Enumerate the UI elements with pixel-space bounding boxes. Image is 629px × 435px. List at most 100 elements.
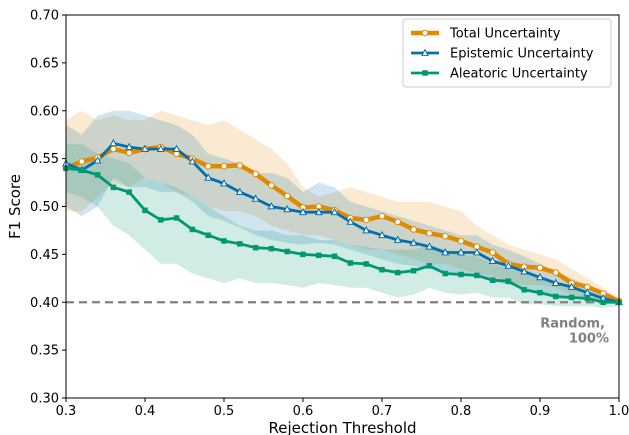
legend-marker-2 (422, 70, 428, 76)
x-axis-label: Rejection Threshold (268, 419, 416, 435)
x-tick-label: 0.4 (135, 404, 156, 419)
marker-series-0 (394, 218, 402, 226)
marker-series-0 (283, 192, 291, 200)
marker-series-2 (395, 269, 401, 276)
y-tick-label: 0.40 (30, 296, 59, 311)
marker-series-1 (362, 225, 371, 234)
marker-series-1 (156, 144, 165, 152)
marker-series-1 (520, 267, 529, 275)
marker-series-0 (268, 182, 275, 189)
marker-series-0 (220, 162, 228, 170)
marker-series-0 (78, 158, 86, 165)
marker-series-1 (425, 242, 434, 250)
y-tick-label: 0.35 (30, 344, 59, 359)
marker-series-2 (347, 260, 354, 266)
marker-series-2 (442, 270, 448, 277)
marker-series-1 (378, 230, 386, 239)
marker-series-0 (378, 212, 386, 220)
marker-series-2 (568, 294, 575, 301)
marker-series-0 (362, 216, 370, 224)
marker-series-2 (600, 299, 606, 305)
marker-series-1 (330, 207, 339, 216)
y-tick-label: 0.50 (30, 200, 59, 215)
marker-series-0 (552, 269, 560, 276)
marker-series-1 (409, 238, 418, 246)
marker-series-1 (457, 247, 465, 256)
marker-series-1 (220, 179, 228, 187)
x-tick-label: 0.5 (214, 404, 235, 419)
marker-series-1 (504, 261, 513, 269)
marker-series-1 (235, 187, 244, 196)
marker-series-2 (521, 287, 527, 293)
y-axis-label: F1 Score (6, 174, 24, 239)
marker-series-2 (410, 267, 417, 274)
y-tick-label: 0.45 (30, 248, 59, 263)
y-tick-label: 0.55 (30, 152, 59, 167)
marker-series-2 (205, 232, 211, 238)
marker-series-2 (126, 189, 132, 195)
x-tick-label: 1.0 (609, 404, 629, 419)
legend-label-1: Epistemic Uncertainty (450, 47, 594, 62)
marker-series-1 (109, 138, 118, 147)
marker-series-1 (93, 156, 102, 164)
marker-series-1 (141, 144, 149, 152)
marker-series-1 (536, 272, 544, 281)
marker-series-1 (583, 288, 592, 296)
marker-series-2 (363, 261, 369, 267)
series-markers (62, 138, 623, 306)
marker-series-1 (488, 256, 497, 264)
marker-series-1 (267, 202, 276, 210)
marker-series-0 (441, 232, 449, 240)
marker-series-0 (236, 162, 244, 169)
marker-series-1 (567, 282, 576, 290)
x-tick-label: 0.3 (56, 404, 77, 419)
marker-series-2 (537, 289, 543, 296)
marker-series-1 (283, 204, 292, 213)
marker-series-1 (172, 144, 181, 152)
marker-series-2 (458, 271, 464, 278)
y-tick-label: 0.30 (30, 392, 59, 407)
marker-series-2 (474, 272, 480, 279)
marker-series-2 (300, 251, 306, 258)
legend-marker-0 (421, 29, 429, 37)
marker-series-2 (110, 184, 117, 191)
marker-series-1 (125, 142, 134, 151)
y-tick-label: 0.70 (30, 9, 59, 24)
marker-series-1 (204, 173, 213, 181)
marker-series-2 (426, 263, 433, 269)
band-series-2 (66, 144, 619, 308)
marker-series-0 (125, 149, 133, 157)
x-tick-label: 0.6 (293, 404, 314, 419)
legend-marker-1 (421, 48, 429, 56)
marker-series-2 (284, 248, 290, 255)
marker-series-2 (142, 207, 148, 214)
marker-series-2 (489, 277, 496, 283)
marker-series-2 (584, 295, 591, 302)
legend-box (402, 18, 612, 88)
marker-series-2 (505, 278, 512, 284)
y-tick-label: 0.65 (30, 56, 59, 71)
y-tick-label: 0.60 (30, 104, 59, 119)
marker-series-2 (221, 238, 227, 244)
marker-series-1 (188, 157, 197, 165)
marker-series-2 (252, 244, 259, 251)
marker-series-1 (314, 207, 323, 216)
legend-label-2: Aleatoric Uncertainty (450, 67, 588, 82)
marker-series-1 (393, 235, 402, 243)
marker-series-0 (536, 264, 544, 272)
legend-label-0: Total Uncertainty (449, 27, 561, 42)
marker-series-2 (79, 167, 85, 173)
marker-series-0 (110, 145, 117, 153)
marker-series-2 (189, 226, 196, 233)
marker-series-1 (299, 207, 307, 216)
legend: Total Uncertainty Epistemic Uncertainty Al… (402, 18, 612, 88)
marker-series-0 (426, 230, 433, 237)
marker-series-2 (379, 266, 385, 273)
marker-series-1 (346, 217, 355, 225)
marker-series-1 (472, 247, 481, 256)
marker-series-0 (204, 162, 212, 170)
marker-series-2 (237, 241, 243, 247)
x-tick-label: 0.8 (451, 404, 472, 419)
x-tick-label: 0.9 (530, 404, 551, 419)
